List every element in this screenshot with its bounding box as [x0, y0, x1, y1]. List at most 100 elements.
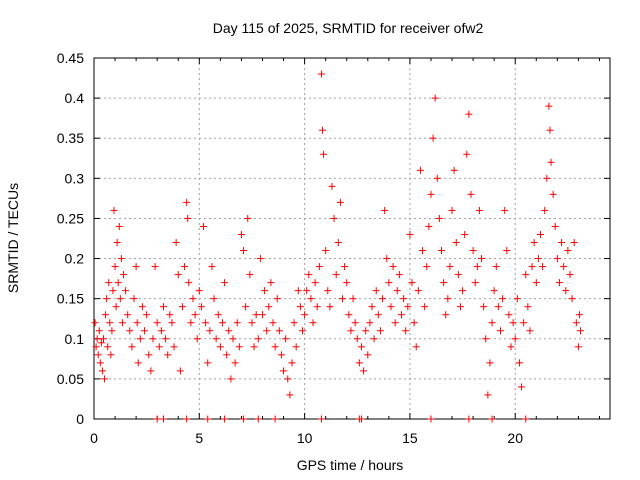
data-point: [206, 327, 214, 335]
data-point: [416, 166, 424, 174]
data-point: [96, 359, 104, 367]
data-point: [564, 247, 572, 255]
data-point: [92, 343, 100, 351]
data-point: [218, 319, 226, 327]
data-point: [317, 70, 325, 78]
data-point: [202, 319, 210, 327]
data-point: [98, 367, 106, 375]
data-point: [155, 343, 163, 351]
data-point: [286, 391, 294, 399]
data-point: [492, 263, 500, 271]
data-point: [103, 295, 111, 303]
data-point: [111, 263, 119, 271]
data-point: [499, 295, 507, 303]
data-point: [549, 190, 557, 198]
data-point: [478, 255, 486, 263]
data-point: [273, 295, 281, 303]
data-point: [391, 319, 399, 327]
data-point: [145, 351, 153, 359]
data-point: [330, 214, 338, 222]
data-point: [513, 295, 521, 303]
data-point: [459, 287, 467, 295]
data-point: [162, 335, 170, 343]
data-point: [132, 263, 140, 271]
data-point: [530, 239, 538, 247]
data-point: [486, 359, 494, 367]
data-point: [153, 415, 161, 423]
data-point: [547, 158, 555, 166]
data-point: [490, 287, 498, 295]
data-point: [429, 134, 437, 142]
data-point: [265, 303, 273, 311]
data-point: [560, 263, 568, 271]
data-point: [524, 303, 532, 311]
data-point: [317, 415, 325, 423]
data-point: [185, 279, 193, 287]
data-point: [400, 295, 408, 303]
data-point: [341, 263, 349, 271]
data-point: [138, 303, 146, 311]
data-point: [328, 182, 336, 190]
data-point: [494, 303, 502, 311]
data-point: [147, 367, 155, 375]
data-point: [246, 271, 254, 279]
data-point: [507, 343, 515, 351]
axis-ticks: 0 0.05 0.1 0.15 0.2 0.25 0.3 0.35 0.4 0.45 0 5 10 15 2…: [57, 50, 610, 446]
y-tick-label: 0.4: [65, 90, 85, 106]
data-point: [104, 343, 112, 351]
data-point: [541, 206, 549, 214]
data-point: [473, 263, 481, 271]
data-point: [389, 263, 397, 271]
data-point: [383, 255, 391, 263]
data-point: [488, 319, 496, 327]
data-point: [223, 351, 231, 359]
data-point: [339, 295, 347, 303]
data-point: [168, 319, 176, 327]
data-point: [456, 303, 464, 311]
data-point: [309, 319, 317, 327]
y-tick-label: 0.2: [65, 251, 85, 267]
data-point: [471, 279, 479, 287]
data-point: [208, 263, 216, 271]
data-point: [406, 230, 414, 238]
data-point: [119, 271, 127, 279]
data-point: [454, 271, 462, 279]
data-point: [351, 319, 359, 327]
data-point: [191, 311, 199, 319]
data-point: [170, 343, 178, 351]
x-axis-label: GPS time / hours: [297, 457, 404, 473]
data-point: [480, 303, 488, 311]
data-point: [518, 383, 526, 391]
data-point: [522, 271, 530, 279]
data-point: [235, 343, 243, 351]
data-point: [248, 319, 256, 327]
data-point: [511, 335, 519, 343]
data-point: [505, 311, 513, 319]
data-point: [108, 327, 116, 335]
data-point: [271, 343, 279, 351]
data-point: [452, 239, 460, 247]
data-point: [501, 206, 509, 214]
data-point: [94, 351, 102, 359]
data-point: [496, 327, 504, 335]
data-point: [110, 206, 118, 214]
data-point: [509, 319, 517, 327]
data-point: [412, 343, 420, 351]
data-point: [149, 335, 157, 343]
data-point: [332, 271, 340, 279]
data-point: [275, 327, 283, 335]
data-point: [419, 247, 427, 255]
data-point: [258, 311, 266, 319]
data-point: [128, 343, 136, 351]
data-point: [566, 271, 574, 279]
data-point: [172, 239, 180, 247]
data-point: [160, 415, 168, 423]
data-point: [112, 303, 120, 311]
data-point: [555, 279, 563, 287]
data-point: [482, 335, 490, 343]
data-point: [421, 303, 429, 311]
data-point: [357, 343, 365, 351]
data-point: [360, 367, 368, 375]
data-point: [282, 335, 290, 343]
data-point: [250, 343, 258, 351]
